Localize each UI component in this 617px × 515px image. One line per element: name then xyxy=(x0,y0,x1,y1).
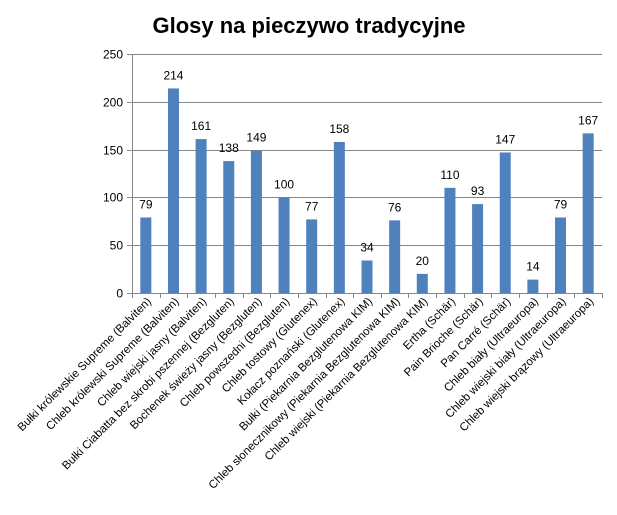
data-label: 76 xyxy=(388,200,402,214)
bar xyxy=(278,197,290,293)
data-label: 214 xyxy=(163,68,183,82)
data-label: 20 xyxy=(416,254,430,268)
data-label: 100 xyxy=(274,177,294,191)
bar xyxy=(444,187,456,293)
data-label: 147 xyxy=(495,132,515,146)
bar xyxy=(140,217,152,293)
y-tick-label: 250 xyxy=(103,48,123,62)
y-tick-label: 150 xyxy=(103,144,123,158)
data-label: 149 xyxy=(246,131,266,145)
data-label: 167 xyxy=(578,113,598,127)
bar xyxy=(472,204,484,293)
bar xyxy=(499,152,511,293)
bars: 79 214 161 138 149 100 77 158 34 76 20 110 93 147 14 79… xyxy=(139,68,599,293)
data-label: 138 xyxy=(219,141,239,155)
data-label: 79 xyxy=(554,197,568,211)
gridlines xyxy=(132,54,602,246)
bar xyxy=(582,133,594,293)
bar xyxy=(306,219,318,293)
y-tick-label: 0 xyxy=(116,287,123,301)
bar xyxy=(223,161,235,293)
bar xyxy=(195,139,207,293)
data-label: 14 xyxy=(526,260,540,274)
y-axis: 0 50 100 150 200 250 xyxy=(103,48,133,301)
y-tick-label: 200 xyxy=(103,96,123,110)
data-label: 161 xyxy=(191,119,211,133)
bar xyxy=(416,273,428,293)
x-axis: Bułki królewskie Supreme (Balviten)Chleb… xyxy=(16,293,603,492)
y-tick-label: 100 xyxy=(103,191,123,205)
data-label: 93 xyxy=(471,184,485,198)
bar xyxy=(167,88,179,293)
data-label: 77 xyxy=(305,199,319,213)
data-label: 110 xyxy=(440,168,459,182)
bar xyxy=(527,279,539,293)
bar xyxy=(250,150,262,293)
data-label: 79 xyxy=(139,197,153,211)
bar xyxy=(333,141,345,293)
chart-title: Glosy na pieczywo tradycyjne xyxy=(152,13,465,38)
data-label: 158 xyxy=(329,122,349,136)
bar xyxy=(389,220,401,293)
y-tick-label: 50 xyxy=(110,239,124,253)
data-label: 34 xyxy=(360,240,374,254)
bar xyxy=(361,260,373,293)
bar xyxy=(555,217,567,293)
